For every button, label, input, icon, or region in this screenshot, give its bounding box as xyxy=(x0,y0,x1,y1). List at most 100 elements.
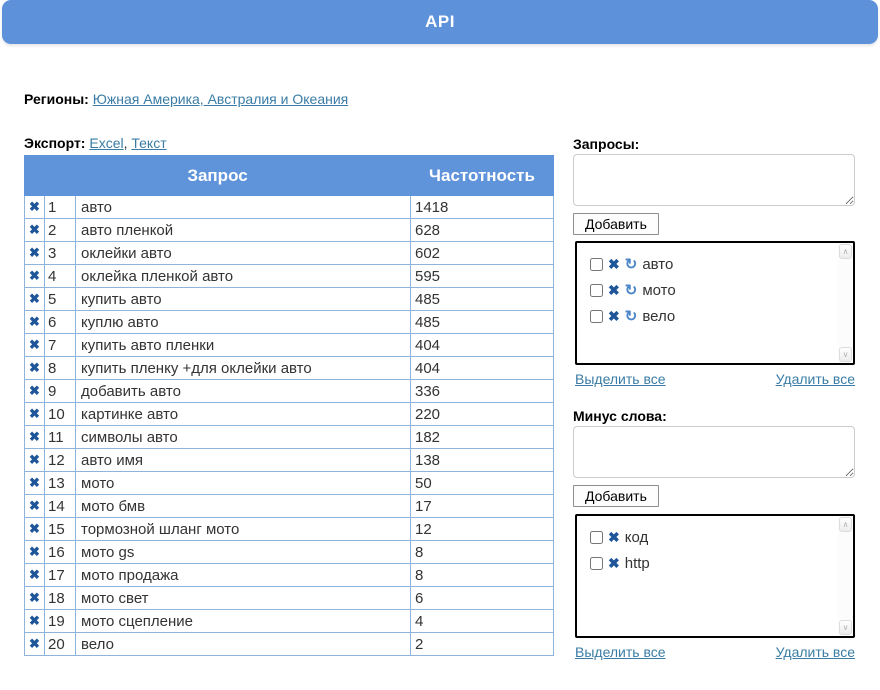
delete-row-icon[interactable]: ✖ xyxy=(24,241,45,265)
scroll-down-icon[interactable]: ∨ xyxy=(839,620,852,635)
minus-words-textarea[interactable] xyxy=(573,426,855,478)
delete-row-icon[interactable]: ✖ xyxy=(24,609,45,633)
query-cell: купить авто xyxy=(75,287,411,311)
row-number: 2 xyxy=(44,218,76,242)
delete-row-icon[interactable]: ✖ xyxy=(24,494,45,518)
table-row: ✖ 19 мото сцепление 4 xyxy=(24,609,554,633)
row-number: 13 xyxy=(44,471,76,495)
delete-row-icon[interactable]: ✖ xyxy=(24,402,45,426)
table-row: ✖ 11 символы авто 182 xyxy=(24,425,554,449)
row-number: 12 xyxy=(44,448,76,472)
page-title: API xyxy=(425,12,455,31)
refresh-item-icon[interactable]: ↻ xyxy=(624,281,638,299)
item-checkbox[interactable] xyxy=(590,309,603,323)
query-cell: мото xyxy=(75,471,411,495)
row-number: 17 xyxy=(44,563,76,587)
delete-row-icon[interactable]: ✖ xyxy=(24,287,45,311)
scroll-up-icon[interactable]: ∧ xyxy=(839,244,852,259)
delete-row-icon[interactable]: ✖ xyxy=(24,540,45,564)
item-checkbox[interactable] xyxy=(590,257,603,271)
delete-item-icon[interactable]: ✖ xyxy=(608,308,620,324)
query-cell: оклейка пленкой авто xyxy=(75,264,411,288)
delete-row-icon[interactable]: ✖ xyxy=(24,264,45,288)
delete-row-icon[interactable]: ✖ xyxy=(24,333,45,357)
regions-link[interactable]: Южная Америка, Австралия и Океания xyxy=(92,91,349,107)
delete-row-icon[interactable]: ✖ xyxy=(24,310,45,334)
row-number: 10 xyxy=(44,402,76,426)
export-label: Экспорт: xyxy=(24,135,86,151)
delete-row-icon[interactable]: ✖ xyxy=(24,195,45,219)
frequency-cell: 6 xyxy=(410,586,554,610)
row-number: 1 xyxy=(44,195,76,219)
item-label: авто xyxy=(642,255,674,273)
query-cell: тормозной шланг мото xyxy=(75,517,411,541)
query-cell: мото gs xyxy=(75,540,411,564)
row-number: 16 xyxy=(44,540,76,564)
item-label: http xyxy=(624,554,650,572)
item-checkbox[interactable] xyxy=(590,530,603,544)
query-column-header: Запрос xyxy=(24,155,411,196)
item-label: код xyxy=(624,528,649,546)
top-banner: API xyxy=(2,0,878,44)
frequency-cell: 2 xyxy=(410,632,554,656)
keyword-table-body: ✖ 1 авто 1418 ✖ 2 авто пленкой 628 ✖ 3 оклейки авт… xyxy=(24,195,554,656)
item-checkbox[interactable] xyxy=(590,556,603,570)
table-row: ✖ 13 мото 50 xyxy=(24,471,554,495)
scroll-down-icon[interactable]: ∨ xyxy=(839,347,852,362)
row-number: 4 xyxy=(44,264,76,288)
delete-row-icon[interactable]: ✖ xyxy=(24,379,45,403)
refresh-item-icon[interactable]: ↻ xyxy=(624,255,638,273)
queries-delete-all-link[interactable]: Удалить все xyxy=(775,371,855,387)
frequency-cell: 1418 xyxy=(410,195,554,219)
row-number: 18 xyxy=(44,586,76,610)
queries-textarea[interactable] xyxy=(573,154,855,206)
table-row: ✖ 15 тормозной шланг мото 12 xyxy=(24,517,554,541)
item-checkbox[interactable] xyxy=(590,283,603,297)
frequency-cell: 485 xyxy=(410,310,554,334)
query-cell: добавить авто xyxy=(75,379,411,403)
refresh-item-icon[interactable]: ↻ xyxy=(624,307,638,325)
scrollbar[interactable]: ∧ ∨ xyxy=(838,243,853,363)
frequency-cell: 12 xyxy=(410,517,554,541)
table-row: ✖ 7 купить авто пленки 404 xyxy=(24,333,554,357)
frequency-cell: 595 xyxy=(410,264,554,288)
export-excel-link[interactable]: Excel xyxy=(89,135,124,151)
list-item: ✖ http xyxy=(590,550,853,576)
delete-row-icon[interactable]: ✖ xyxy=(24,632,45,656)
query-cell: символы авто xyxy=(75,425,411,449)
table-row: ✖ 1 авто 1418 xyxy=(24,195,554,219)
query-cell: мото сцепление xyxy=(75,609,411,633)
minus-words-add-button[interactable]: Добавить xyxy=(573,485,659,507)
delete-row-icon[interactable]: ✖ xyxy=(24,218,45,242)
delete-row-icon[interactable]: ✖ xyxy=(24,517,45,541)
delete-row-icon[interactable]: ✖ xyxy=(24,356,45,380)
query-cell: авто xyxy=(75,195,411,219)
delete-row-icon[interactable]: ✖ xyxy=(24,563,45,587)
table-row: ✖ 2 авто пленкой 628 xyxy=(24,218,554,242)
scroll-up-icon[interactable]: ∧ xyxy=(839,517,852,532)
delete-row-icon[interactable]: ✖ xyxy=(24,586,45,610)
queries-add-button[interactable]: Добавить xyxy=(573,213,659,235)
frequency-cell: 8 xyxy=(410,540,554,564)
delete-item-icon[interactable]: ✖ xyxy=(608,529,620,545)
queries-select-all-link[interactable]: Выделить все xyxy=(575,371,666,387)
delete-row-icon[interactable]: ✖ xyxy=(24,425,45,449)
scrollbar[interactable]: ∧ ∨ xyxy=(838,516,853,636)
delete-item-icon[interactable]: ✖ xyxy=(608,555,620,571)
frequency-cell: 138 xyxy=(410,448,554,472)
delete-row-icon[interactable]: ✖ xyxy=(24,471,45,495)
delete-item-icon[interactable]: ✖ xyxy=(608,282,620,298)
table-row: ✖ 10 картинке авто 220 xyxy=(24,402,554,426)
frequency-cell: 8 xyxy=(410,563,554,587)
delete-item-icon[interactable]: ✖ xyxy=(608,256,620,272)
table-row: ✖ 17 мото продажа 8 xyxy=(24,563,554,587)
row-number: 8 xyxy=(44,356,76,380)
table-row: ✖ 14 мото бмв 17 xyxy=(24,494,554,518)
query-cell: авто имя xyxy=(75,448,411,472)
delete-row-icon[interactable]: ✖ xyxy=(24,448,45,472)
row-number: 9 xyxy=(44,379,76,403)
export-text-link[interactable]: Текст xyxy=(131,135,167,151)
minus-select-all-link[interactable]: Выделить все xyxy=(575,644,666,660)
minus-delete-all-link[interactable]: Удалить все xyxy=(775,644,855,660)
export-separator: , xyxy=(123,135,128,151)
